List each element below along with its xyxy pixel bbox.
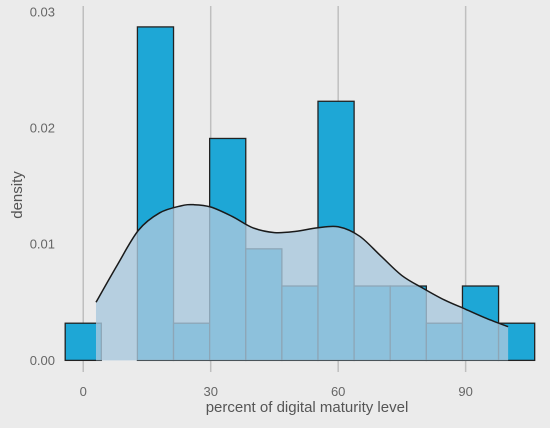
x-tick-label: 60	[331, 384, 345, 399]
x-tick-label: 30	[203, 384, 217, 399]
density-area	[95, 204, 509, 361]
y-tick-label: 0.02	[30, 121, 55, 136]
y-tick-labels: 0.00 0.01 0.02 0.03	[30, 4, 55, 368]
density-layer	[95, 203, 509, 361]
x-axis-title: percent of digital maturity level	[206, 399, 409, 416]
x-tick-label: 90	[458, 384, 472, 399]
x-tick-label: 0	[80, 384, 87, 399]
density-line	[95, 203, 509, 328]
y-tick-label: 0.01	[30, 237, 55, 252]
x-tick-labels: 0 30 60 90	[80, 384, 473, 399]
y-tick-label: 0.03	[30, 4, 55, 19]
y-tick-label: 0.00	[30, 353, 55, 368]
histogram-bar	[64, 322, 102, 362]
y-axis-title: density	[9, 171, 26, 219]
